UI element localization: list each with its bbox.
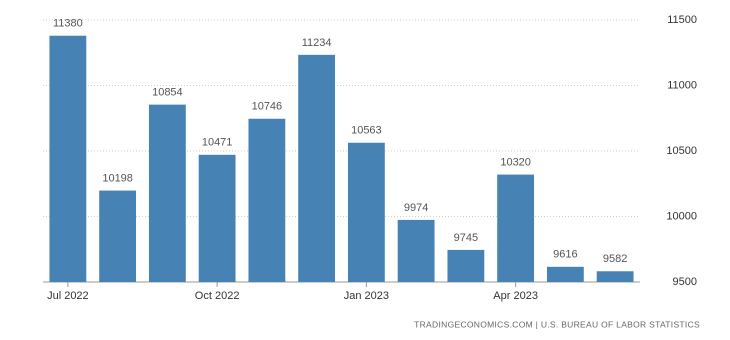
value-label: 11234: [302, 37, 332, 49]
value-label: 9745: [454, 232, 478, 244]
value-label: 10198: [102, 172, 133, 184]
bar: [347, 142, 385, 282]
value-label: 11380: [53, 18, 83, 30]
y-tick-label: 10000: [666, 210, 697, 222]
x-tick-label: Apr 2023: [493, 290, 538, 302]
value-label: 10854: [152, 87, 183, 99]
bar: [99, 190, 137, 282]
bar: [148, 104, 186, 282]
bar: [198, 154, 236, 282]
bar: [49, 35, 87, 282]
bar: [298, 54, 336, 282]
bar: [596, 271, 634, 282]
value-label: 10746: [252, 101, 283, 113]
y-tick-label: 11000: [667, 79, 697, 91]
value-label: 10320: [500, 156, 531, 168]
bar: [497, 174, 535, 282]
x-tick-label: Oct 2022: [195, 290, 240, 302]
y-tick-label: 10500: [666, 145, 697, 157]
value-label: 10471: [202, 137, 233, 149]
y-tick-label: 11500: [667, 14, 697, 26]
value-label: 10563: [351, 125, 382, 137]
value-label: 9616: [553, 249, 577, 261]
bar: [447, 249, 485, 282]
y-tick-label: 9500: [673, 276, 697, 288]
value-label: 9582: [603, 253, 627, 265]
source: TRADINGECONOMICS.COM | U.S. BUREAU OF LA…: [414, 319, 700, 329]
value-label: 9974: [404, 202, 428, 214]
x-tick-label: Jul 2022: [47, 290, 89, 302]
bar: [546, 266, 584, 282]
bar: [397, 219, 435, 282]
x-tick-label: Jan 2023: [344, 290, 389, 302]
bar: [248, 118, 286, 282]
